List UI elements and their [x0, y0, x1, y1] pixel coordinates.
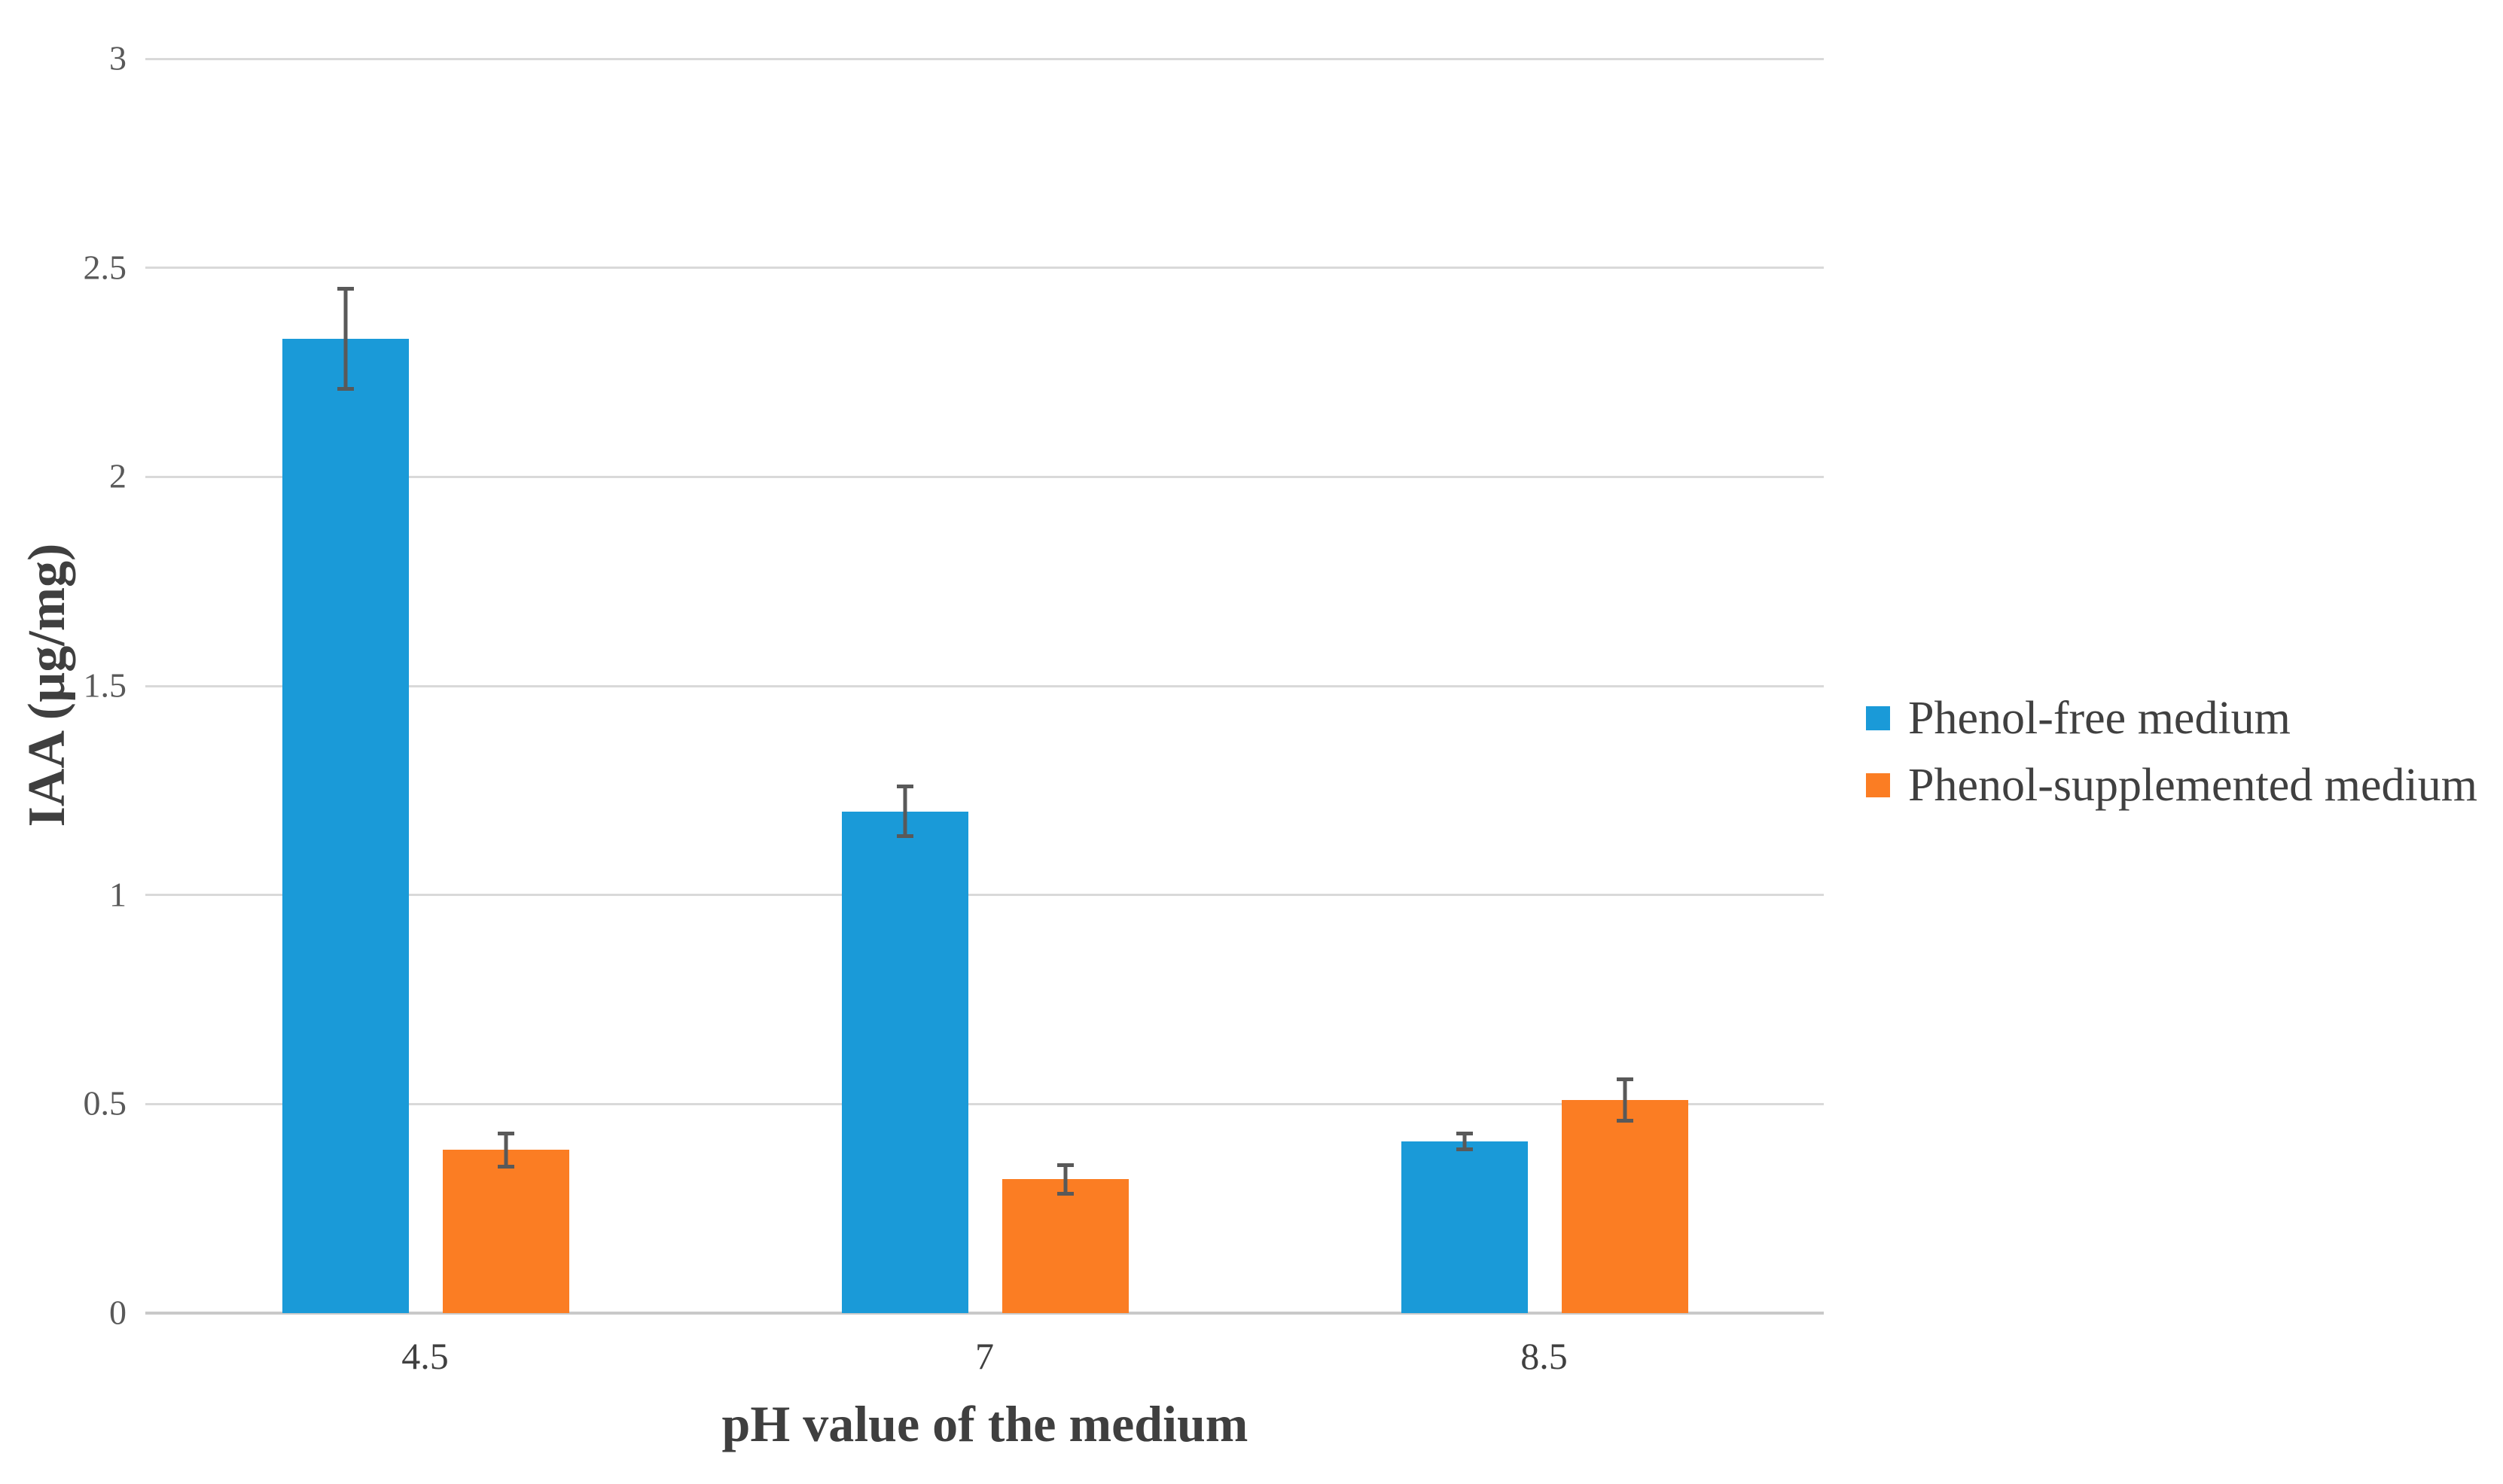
legend-label-phenol-free: Phenol-free medium: [1908, 693, 2291, 744]
legend-item-phenol-supplemented: Phenol-supplemented medium: [1866, 760, 2477, 811]
error-bar-cap-bottom: [1456, 1147, 1473, 1152]
legend: Phenol-free medium Phenol-supplemented m…: [1866, 693, 2477, 811]
error-bar-cap-top: [498, 1132, 514, 1136]
gridline: [145, 684, 1824, 687]
error-bar-cap-top: [1617, 1077, 1633, 1081]
y-axis-tick-label: 0.5: [83, 1083, 127, 1123]
legend-item-phenol-free: Phenol-free medium: [1866, 693, 2477, 744]
bar-phenol-supplemented: [1002, 1179, 1129, 1313]
y-axis-tick-label: 0: [109, 1293, 127, 1332]
error-bar: [1623, 1079, 1627, 1121]
x-axis-category-label: 8.5: [1520, 1335, 1568, 1377]
error-bar-cap-bottom: [1617, 1118, 1633, 1123]
error-bar-cap-bottom: [897, 833, 913, 838]
error-bar-cap-bottom: [337, 386, 354, 391]
gridline: [145, 1102, 1824, 1105]
gridline: [145, 475, 1824, 478]
error-bar-cap-top: [337, 287, 354, 291]
y-axis-tick-label: 1: [109, 875, 127, 914]
error-bar-cap-top: [1057, 1163, 1074, 1167]
bar-phenol-free: [282, 339, 409, 1313]
error-bar-cap-top: [1456, 1132, 1473, 1136]
legend-swatch-phenol-supplemented: [1866, 773, 1890, 797]
error-bar-cap-top: [897, 785, 913, 789]
error-bar: [903, 786, 907, 836]
y-axis-tick-label: 1.5: [83, 666, 127, 705]
y-axis-tick-label: 2: [109, 456, 127, 495]
x-axis-line: [145, 1312, 1824, 1315]
x-axis-category-label: 4.5: [401, 1335, 449, 1377]
x-axis-category-label: 7: [975, 1335, 994, 1377]
error-bar: [1063, 1164, 1068, 1194]
gridline: [145, 267, 1824, 270]
bar-phenol-free: [1401, 1141, 1528, 1313]
x-axis-title: pH value of the medium: [721, 1395, 1248, 1452]
error-bar-cap-bottom: [498, 1164, 514, 1169]
bar-phenol-supplemented: [443, 1150, 569, 1313]
y-axis-tick-label: 3: [109, 38, 127, 78]
gridline: [145, 894, 1824, 897]
bar-phenol-supplemented: [1562, 1099, 1688, 1313]
gridline: [145, 57, 1824, 60]
legend-swatch-phenol-free: [1866, 706, 1890, 730]
error-bar: [504, 1133, 508, 1167]
y-axis-tick-label: 2.5: [83, 248, 127, 287]
error-bar: [343, 288, 348, 389]
error-bar-cap-bottom: [1057, 1191, 1074, 1196]
bar-phenol-free: [842, 811, 968, 1313]
legend-label-phenol-supplemented: Phenol-supplemented medium: [1908, 760, 2477, 811]
error-bar: [1462, 1133, 1467, 1150]
